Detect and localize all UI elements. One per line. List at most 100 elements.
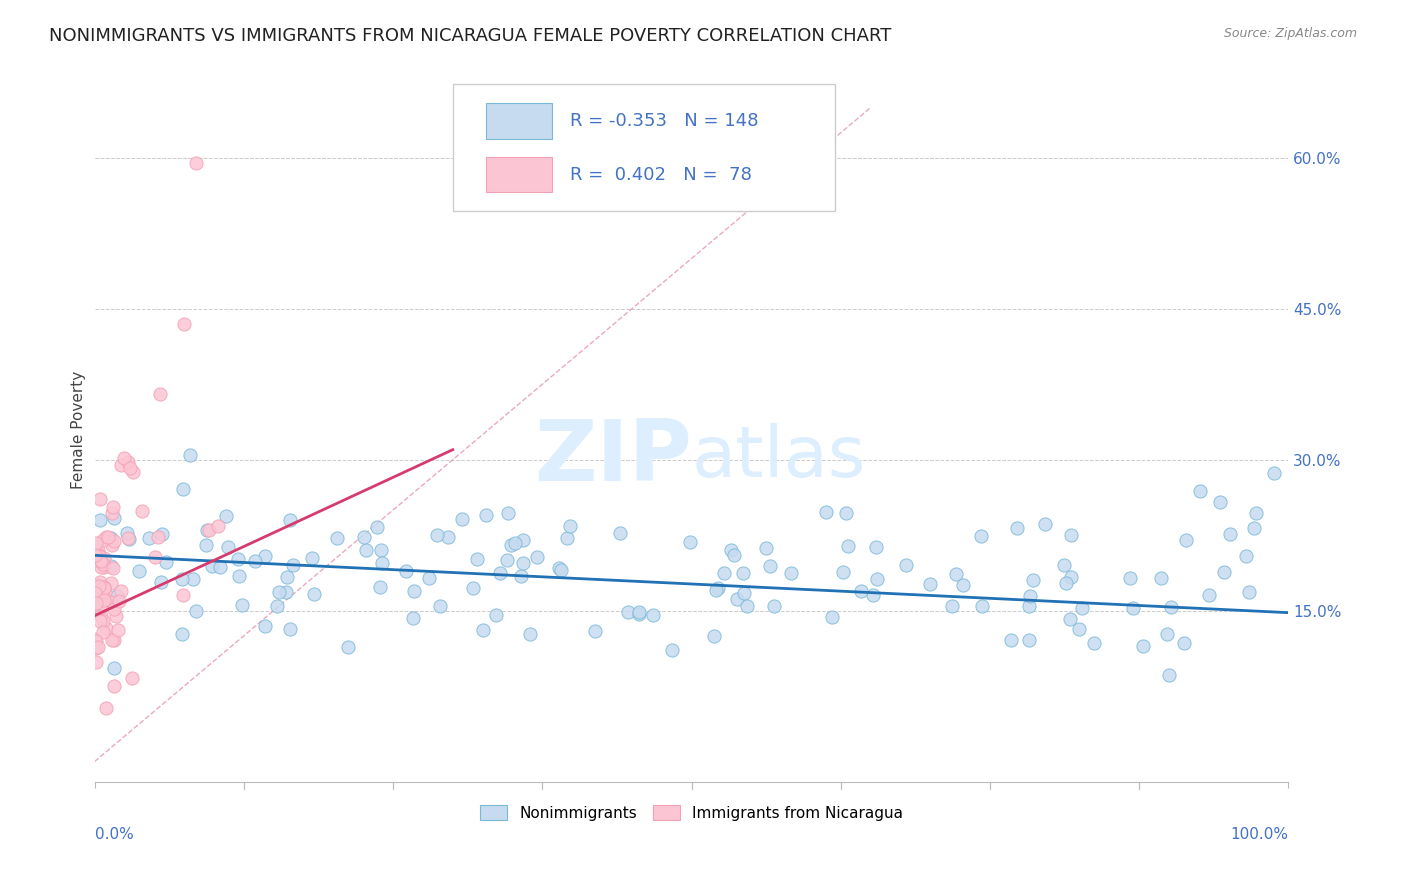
Point <box>89 549 111 564</box>
Point <box>353 530 375 544</box>
Point <box>103 561 125 575</box>
Point <box>1083 636 1105 650</box>
Point <box>368 580 391 594</box>
Text: atlas: atlas <box>692 423 866 492</box>
Point <box>509 569 531 583</box>
Point <box>120 460 142 475</box>
Point <box>181 572 204 586</box>
Point <box>207 519 229 533</box>
Point <box>418 571 440 585</box>
Point <box>121 465 143 479</box>
Point <box>91 533 114 548</box>
Point <box>118 532 141 546</box>
Point <box>301 550 323 565</box>
Point <box>461 581 484 595</box>
Point <box>217 540 239 554</box>
Point <box>103 534 125 549</box>
Point <box>703 629 725 643</box>
Text: NONIMMIGRANTS VS IMMIGRANTS FROM NICARAGUA FEMALE POVERTY CORRELATION CHART: NONIMMIGRANTS VS IMMIGRANTS FROM NICARAG… <box>49 27 891 45</box>
Point <box>733 586 755 600</box>
Point <box>1018 633 1040 648</box>
Point <box>723 548 745 562</box>
Point <box>89 548 111 562</box>
Point <box>1212 565 1234 579</box>
Point <box>436 530 458 544</box>
Point <box>173 317 195 331</box>
Point <box>243 554 266 568</box>
Point <box>90 597 112 611</box>
Point <box>1132 639 1154 653</box>
Point <box>1071 601 1094 615</box>
Point <box>1033 516 1056 531</box>
Point <box>101 633 124 648</box>
Point <box>84 548 107 562</box>
Point <box>627 605 650 619</box>
Point <box>704 582 727 597</box>
Point <box>302 586 325 600</box>
Point <box>755 541 778 555</box>
Point <box>555 531 578 545</box>
Point <box>197 523 219 537</box>
Point <box>366 520 388 534</box>
Point <box>84 633 107 648</box>
Point <box>370 542 392 557</box>
Point <box>103 511 125 525</box>
Point <box>84 656 107 670</box>
Point <box>1159 668 1181 682</box>
Point <box>276 570 298 584</box>
Point <box>195 524 218 538</box>
Point <box>96 621 118 635</box>
Point <box>471 623 494 637</box>
Point <box>89 600 111 615</box>
Point <box>128 564 150 578</box>
Point <box>281 558 304 572</box>
Point <box>1239 584 1261 599</box>
Point <box>496 506 519 520</box>
Point <box>465 551 488 566</box>
Point <box>395 565 418 579</box>
Point <box>851 584 873 599</box>
Point <box>1069 622 1091 636</box>
Point <box>1122 601 1144 615</box>
Point <box>86 598 108 612</box>
Point <box>354 543 377 558</box>
Point <box>89 574 111 589</box>
Point <box>616 605 638 619</box>
Point <box>1234 549 1257 563</box>
Point <box>97 530 120 544</box>
Point <box>149 574 172 589</box>
Point <box>451 512 474 526</box>
Point <box>110 458 132 472</box>
Point <box>84 632 107 646</box>
Point <box>661 643 683 657</box>
Point <box>894 558 917 572</box>
Point <box>209 559 232 574</box>
Point <box>215 508 238 523</box>
Point <box>834 506 856 520</box>
Point <box>945 567 967 582</box>
Point <box>758 558 780 573</box>
Point <box>1263 466 1285 480</box>
Point <box>1160 599 1182 614</box>
Point <box>970 529 993 543</box>
Point <box>100 575 122 590</box>
Point <box>512 533 534 547</box>
Point <box>1053 558 1076 573</box>
Point <box>131 504 153 518</box>
Point <box>643 608 665 623</box>
Point <box>84 549 107 563</box>
Point <box>107 623 129 637</box>
Point <box>1156 626 1178 640</box>
Point <box>86 599 108 614</box>
Legend: Nonimmigrants, Immigrants from Nicaragua: Nonimmigrants, Immigrants from Nicaragua <box>474 798 910 827</box>
Point <box>1119 571 1142 585</box>
Point <box>920 577 942 591</box>
Point <box>326 531 349 545</box>
Point <box>143 549 166 564</box>
Point <box>1022 573 1045 587</box>
Point <box>496 553 519 567</box>
Point <box>87 551 110 566</box>
Point <box>336 640 359 654</box>
Point <box>103 661 125 675</box>
Point <box>105 589 128 603</box>
